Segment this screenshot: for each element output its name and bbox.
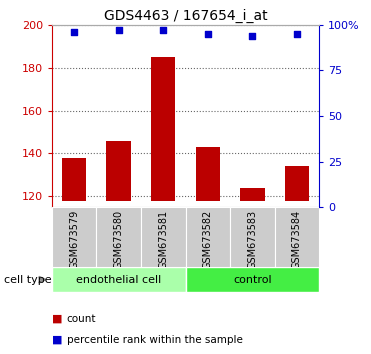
Bar [275, 207, 319, 267]
Text: count: count [67, 314, 96, 324]
Text: ■: ■ [52, 314, 62, 324]
Bar [240, 188, 265, 201]
Bar [106, 141, 131, 201]
Text: GSM673584: GSM673584 [292, 210, 302, 269]
Text: GSM673580: GSM673580 [114, 210, 124, 269]
Text: ■: ■ [52, 335, 62, 345]
Text: cell type: cell type [4, 275, 51, 285]
Bar [285, 166, 309, 201]
Point [116, 27, 122, 33]
Point [71, 29, 77, 35]
Text: percentile rank within the sample: percentile rank within the sample [67, 335, 243, 345]
Text: GSM673579: GSM673579 [69, 210, 79, 269]
Bar [52, 207, 96, 267]
Bar [141, 207, 186, 267]
Bar [151, 57, 175, 201]
Bar [96, 207, 141, 267]
Point [160, 27, 166, 33]
Bar [52, 267, 186, 292]
Point [249, 33, 255, 39]
Bar [186, 207, 230, 267]
Bar [230, 207, 275, 267]
Point [294, 31, 300, 37]
Text: GDS4463 / 167654_i_at: GDS4463 / 167654_i_at [104, 9, 267, 23]
Bar [62, 158, 86, 201]
Text: GSM673583: GSM673583 [247, 210, 257, 269]
Text: control: control [233, 275, 272, 285]
Text: GSM673581: GSM673581 [158, 210, 168, 269]
Point [205, 31, 211, 37]
Text: endothelial cell: endothelial cell [76, 275, 161, 285]
Bar [196, 147, 220, 201]
Text: GSM673582: GSM673582 [203, 210, 213, 269]
Bar [186, 267, 319, 292]
